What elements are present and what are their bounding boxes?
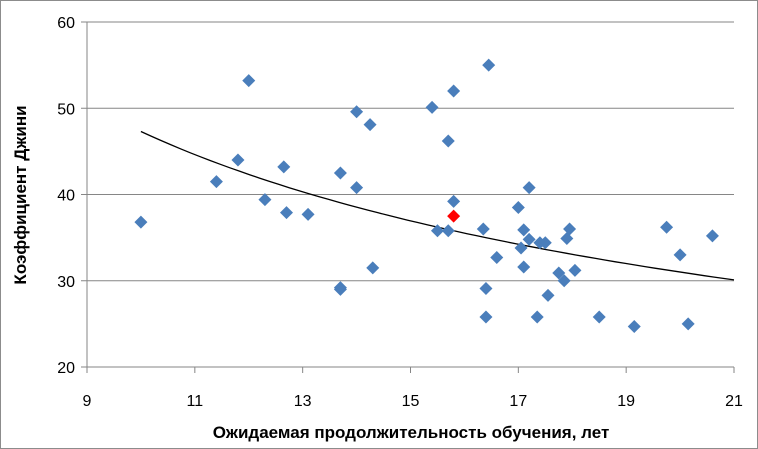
data-point: [552, 266, 566, 280]
data-point: [522, 181, 536, 195]
data-point: [447, 84, 461, 98]
data-point: [441, 224, 455, 238]
data-point: [479, 310, 493, 324]
data-point: [660, 220, 674, 234]
x-tick-label: 17: [509, 393, 527, 410]
y-tick-label: 20: [57, 360, 75, 377]
axes: [81, 21, 735, 373]
data-point: [209, 175, 223, 189]
data-point: [557, 274, 571, 288]
data-point: [522, 232, 536, 246]
x-tick-label: 11: [187, 393, 204, 410]
data-point: [301, 207, 315, 221]
data-point: [705, 229, 719, 243]
trend-line: [140, 130, 735, 281]
data-point: [333, 282, 347, 296]
data-point: [560, 231, 574, 245]
y-tick-label: 40: [57, 188, 75, 205]
gridlines: [87, 21, 734, 282]
data-point: [350, 105, 364, 119]
data-point: [490, 250, 504, 264]
data-point: [430, 224, 444, 238]
data-point: [568, 263, 582, 277]
data-point: [530, 310, 544, 324]
data-point: [592, 310, 606, 324]
x-tick-label: 9: [83, 393, 92, 410]
data-point: [563, 222, 577, 236]
highlighted-data-point: [447, 209, 461, 223]
data-point: [279, 206, 293, 220]
x-tick-label: 19: [617, 393, 635, 410]
data-point: [627, 319, 641, 333]
data-point: [482, 58, 496, 72]
data-point: [673, 248, 687, 262]
data-point: [538, 236, 552, 250]
data-point: [363, 118, 377, 132]
data-point: [277, 160, 291, 174]
x-tick-label: 21: [725, 393, 743, 410]
data-point: [511, 200, 525, 214]
data-point: [681, 317, 695, 331]
y-tick-label: 60: [57, 15, 75, 32]
data-point: [541, 288, 555, 302]
data-points: [134, 58, 719, 333]
x-axis-title: Ожидаемая продолжительность обучения, ле…: [213, 423, 610, 442]
data-point: [517, 223, 531, 237]
data-point: [366, 261, 380, 275]
data-point: [479, 282, 493, 296]
y-tick-label: 30: [57, 274, 75, 291]
x-tick-label: 15: [402, 393, 420, 410]
x-tick-label: 13: [294, 393, 312, 410]
y-tick-label: 50: [57, 101, 75, 118]
y-axis-title: Коэффициент Джини: [11, 105, 30, 284]
data-point: [242, 74, 256, 88]
data-point: [258, 193, 272, 207]
tick-labels: 20 30 40 50 60 9 11 13 15 17 19 21: [57, 15, 743, 410]
data-point: [447, 194, 461, 208]
data-point: [514, 241, 528, 255]
data-point: [350, 181, 364, 195]
data-point: [517, 260, 531, 274]
data-point: [441, 134, 455, 148]
data-point: [134, 215, 148, 229]
data-point: [425, 100, 439, 114]
data-point: [476, 222, 490, 236]
data-point: [231, 153, 245, 167]
data-point: [333, 166, 347, 180]
